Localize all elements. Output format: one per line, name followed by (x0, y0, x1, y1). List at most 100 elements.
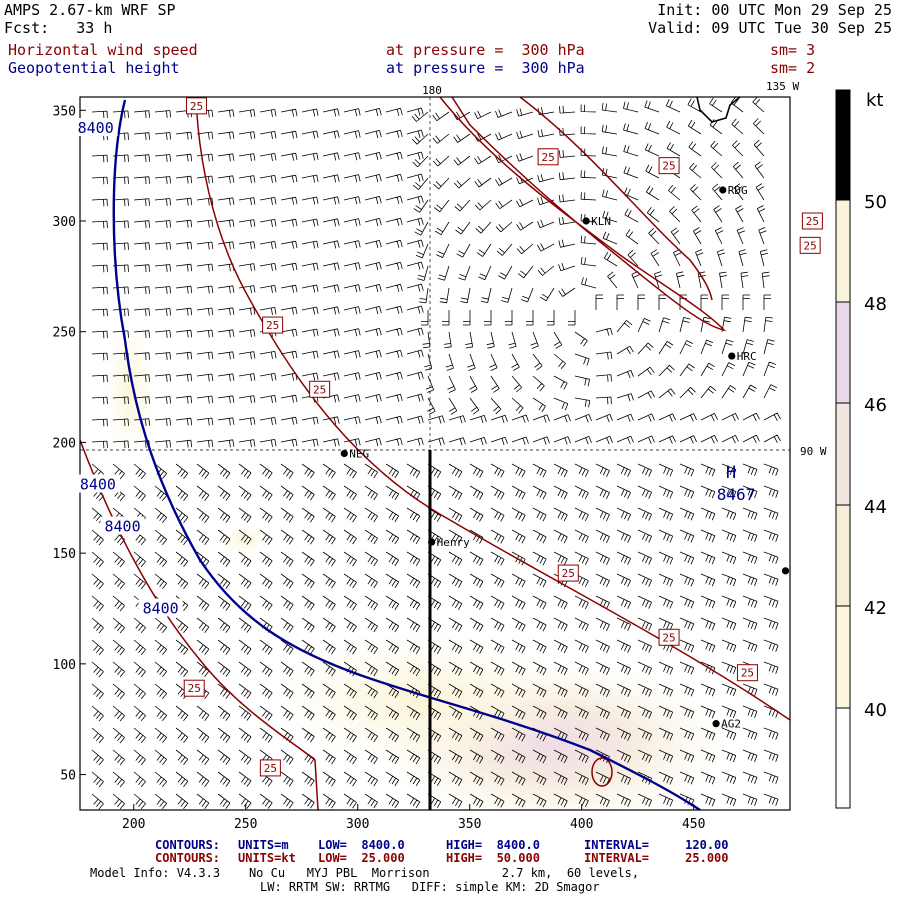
station-label: NEG (349, 448, 369, 461)
wind-contour-label: 25 (741, 667, 754, 680)
contours-height-units: UNITS=m (238, 838, 289, 852)
wind-shade-west2 (223, 524, 267, 556)
wind-barb-field (91, 97, 781, 810)
wind-contour-label-box (557, 564, 579, 582)
x-tick-label: 400 (570, 817, 593, 832)
wind-contour-label-box (183, 679, 205, 697)
field2-name: Geopotential height (8, 59, 180, 77)
wind-barbs (91, 97, 781, 810)
legend-tick-40: 40 (864, 700, 887, 721)
height-contour-8400 (112, 99, 701, 810)
wind-contour-label: 25 (541, 151, 554, 164)
wind-contour-label-box (658, 157, 680, 175)
station-marker (582, 217, 590, 225)
height-label-bg (73, 118, 118, 136)
field1-smoothing: sm= 3 (770, 41, 816, 59)
lon-180-label: 180 (422, 84, 442, 97)
valid-time: Valid: 09 UTC Tue 30 Sep 25 (648, 19, 892, 37)
field1-name: Horizontal wind speed (8, 41, 198, 59)
height-contour-label: 8400 (143, 600, 179, 618)
high-pressure-symbol: H (726, 463, 736, 483)
wind-contour-ne2 (519, 97, 713, 301)
contours-height-low: LOW= 8400.0 (318, 838, 405, 852)
legend-band-44-46 (835, 402, 851, 506)
height-contour-label: 8400 (80, 476, 116, 494)
legend-band-below-40 (835, 707, 851, 809)
legend-band-above-50 (835, 89, 851, 201)
y-tick-label: 50 (60, 769, 76, 784)
wind-contour-ne1 (439, 97, 727, 332)
wind-contour-label: 25 (190, 100, 203, 113)
legend-tick-50: 50 (864, 192, 887, 213)
contours-wind-units: UNITS=kt (238, 851, 296, 865)
station-marker (340, 449, 348, 458)
station-label: Henry (437, 536, 470, 549)
field2-level: at pressure = 300 hPa (386, 59, 585, 77)
wind-contour-label-box (259, 759, 281, 777)
coastline (696, 97, 741, 123)
field1-level: at pressure = 300 hPa (386, 41, 585, 59)
contours-height-label: CONTOURS: (155, 838, 221, 852)
init-time: Init: 00 UTC Mon 29 Sep 25 (657, 1, 892, 19)
wind-contour-label-box (309, 380, 331, 398)
wind-contour-label-box (537, 148, 559, 166)
contours-wind-label: CONTOURS: (155, 851, 221, 865)
legend-tick-48: 48 (864, 294, 887, 315)
model-title: AMPS 2.67-km WRF SP (4, 1, 176, 19)
wind-contour-label: 25 (188, 682, 201, 695)
wind-contour-label-box (736, 664, 758, 682)
station-label: KLN (591, 215, 611, 228)
high-pressure-value: 8467 (717, 485, 756, 504)
wind-contour-label: 25 (662, 160, 675, 173)
wind-contour-label-box (262, 316, 284, 334)
x-tick-label: 300 (346, 817, 369, 832)
y-tick-label: 150 (53, 547, 76, 562)
contours-height-high: HIGH= 8400.0 (446, 838, 540, 852)
station-marker (728, 352, 736, 360)
legend-tick-42: 42 (864, 598, 887, 619)
station-marker (781, 567, 790, 575)
wind-contour-label: 25 (662, 631, 675, 644)
station-marker (428, 538, 436, 546)
y-tick-label: 200 (53, 436, 76, 451)
wind-contour-label: 25 (264, 762, 277, 775)
height-label-bg (100, 516, 145, 535)
legend-band-40-42 (835, 605, 851, 709)
x-tick-label: 450 (682, 817, 705, 832)
model-info: Model Info: V4.3.3 No Cu MYJ PBL Morriso… (90, 866, 640, 880)
height-label-bg (75, 474, 120, 493)
y-tick-label: 350 (53, 104, 76, 119)
wind-contour-label-box (658, 628, 680, 646)
forecast-hour: Fcst: 33 h (4, 19, 113, 37)
model-info-2: LW: RRTM SW: RRTMG DIFF: simple KM: 2D S… (260, 880, 600, 894)
contours-wind-interval: INTERVAL= 25.000 (584, 851, 729, 865)
wind-contour-label-box (185, 97, 207, 115)
wind-contour-west (195, 97, 790, 721)
legend-band-42-44 (835, 504, 851, 607)
legend-tick-46: 46 (864, 395, 887, 416)
x-tick-label: 250 (234, 817, 257, 832)
wind-contour-label: 25 (562, 567, 575, 580)
wind-contour-label-box (801, 212, 823, 230)
station-label: HRC (737, 350, 757, 363)
wind-contour-label: 25 (266, 319, 279, 332)
station-label: RDG (728, 184, 748, 197)
x-tick-label: 200 (122, 817, 145, 832)
legend-band-46-48 (835, 301, 851, 404)
field2-smoothing: sm= 2 (770, 59, 816, 77)
lon-135w-label: 135 W (766, 80, 799, 93)
contours-wind-high: HIGH= 50.000 (446, 851, 540, 865)
height-label-bg (138, 598, 183, 617)
lon-90w-label: 90 W (800, 445, 827, 458)
contours-wind-low: LOW= 25.000 (318, 851, 405, 865)
x-tick-label: 350 (458, 817, 481, 832)
legend-tick-44: 44 (864, 497, 887, 518)
wind-contour-max (591, 757, 613, 787)
plot-frame (79, 96, 791, 811)
station-label: AG2 (721, 718, 741, 731)
wind-contour-label-box (799, 236, 821, 254)
wind-shade-mid (270, 630, 570, 770)
contours-height-interval: INTERVAL= 120.00 (584, 838, 729, 852)
station-marker (712, 720, 720, 728)
wind-contour-label: 25 (804, 239, 817, 252)
